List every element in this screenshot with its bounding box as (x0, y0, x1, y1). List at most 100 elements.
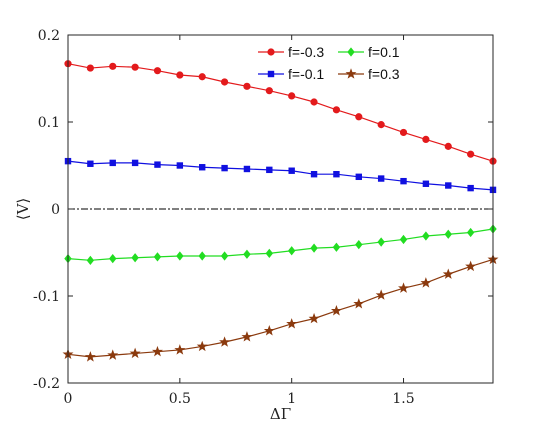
data-point (377, 121, 385, 129)
data-point (399, 234, 408, 245)
x-tick-label: 1.5 (392, 391, 414, 407)
y-tick-label: 0 (51, 202, 60, 218)
data-point (153, 252, 162, 262)
data-point (176, 251, 184, 261)
data-point (263, 325, 275, 336)
data-point (310, 170, 318, 178)
legend-label: f=-0.1 (288, 66, 324, 82)
data-point (467, 184, 474, 192)
data-point (333, 170, 340, 178)
x-axis-label: ΔΓ (270, 405, 291, 423)
data-point (243, 82, 251, 90)
data-point (196, 340, 208, 352)
data-point (422, 180, 430, 187)
legend-marker (267, 70, 275, 78)
data-point (288, 167, 295, 174)
data-point (332, 106, 341, 114)
data-point (199, 164, 206, 171)
data-point (131, 159, 139, 167)
legend-item: f=-0.3 (258, 44, 324, 60)
data-point (220, 251, 229, 261)
legend-marker (345, 68, 357, 79)
x-tick-label: 0.5 (169, 391, 191, 407)
legend-item: f=0.1 (338, 44, 400, 60)
data-point (375, 289, 387, 300)
data-point (465, 260, 477, 272)
data-point (377, 175, 385, 182)
axis-ticks: 0 0.5 1 1.5 0.2 0.1 0 -0.1 -0.2 (33, 28, 493, 407)
x-tick-label: 1 (287, 391, 296, 407)
data-point (444, 142, 452, 150)
data-point (287, 246, 296, 256)
data-point (109, 62, 117, 70)
data-point (109, 253, 117, 264)
data-point (153, 67, 162, 75)
y-axis-label: ⟨V⟩ (14, 198, 32, 221)
data-point (87, 160, 94, 167)
legend-item: f=0.3 (338, 66, 400, 82)
data-point (86, 64, 94, 72)
data-point (265, 248, 274, 259)
data-point (221, 164, 228, 172)
data-point (353, 298, 365, 309)
y-tick-label: -0.2 (33, 376, 60, 392)
x-tick-label: 0 (64, 391, 73, 407)
data-point (355, 240, 363, 250)
data-point (174, 344, 186, 355)
series-4 (62, 253, 499, 362)
data-point (266, 166, 273, 174)
data-point (198, 251, 206, 261)
legend-marker (347, 47, 355, 57)
data-point (176, 71, 184, 79)
data-point (265, 87, 273, 95)
series-3 (64, 224, 497, 265)
data-point (398, 282, 410, 293)
data-point (420, 277, 432, 288)
data-point (399, 128, 408, 137)
series-line (67, 160, 494, 191)
data-point (355, 173, 362, 181)
data-point (243, 249, 251, 259)
data-point (332, 242, 341, 252)
series-line (67, 258, 494, 358)
data-point (355, 113, 363, 121)
data-point (288, 92, 296, 100)
legend-label: f=0.3 (368, 66, 400, 82)
data-point (467, 150, 475, 158)
data-point (422, 231, 430, 241)
legend-item: f=-0.1 (258, 66, 324, 82)
data-point (129, 347, 141, 359)
data-point (310, 98, 318, 106)
data-point (220, 78, 229, 86)
legend-label: f=-0.3 (288, 44, 324, 60)
y-tick-label: 0.2 (38, 28, 60, 44)
y-tick-label: 0.1 (38, 115, 60, 131)
data-point (377, 237, 385, 247)
data-point (286, 318, 298, 329)
data-point (86, 255, 95, 265)
y-tick-label: -0.1 (33, 289, 60, 305)
series-line (67, 228, 494, 261)
data-point (107, 349, 119, 360)
data-point (176, 162, 184, 169)
data-point (310, 243, 318, 253)
data-point (131, 63, 139, 71)
data-point (151, 345, 163, 357)
data-point (243, 165, 251, 173)
data-point (219, 336, 231, 347)
data-point (84, 351, 96, 362)
data-point (198, 73, 206, 81)
data-point (400, 177, 407, 185)
data-point (422, 135, 430, 143)
data-point (330, 305, 342, 316)
legend: f=-0.3 f=-0.1 f=0.1 f=0.3 (258, 44, 400, 82)
data-point (444, 229, 452, 239)
data-point (445, 182, 452, 189)
data-point (466, 227, 475, 238)
legend-label: f=0.1 (368, 44, 400, 60)
data-point (131, 253, 139, 263)
data-point (308, 312, 320, 324)
data-point (442, 268, 454, 279)
